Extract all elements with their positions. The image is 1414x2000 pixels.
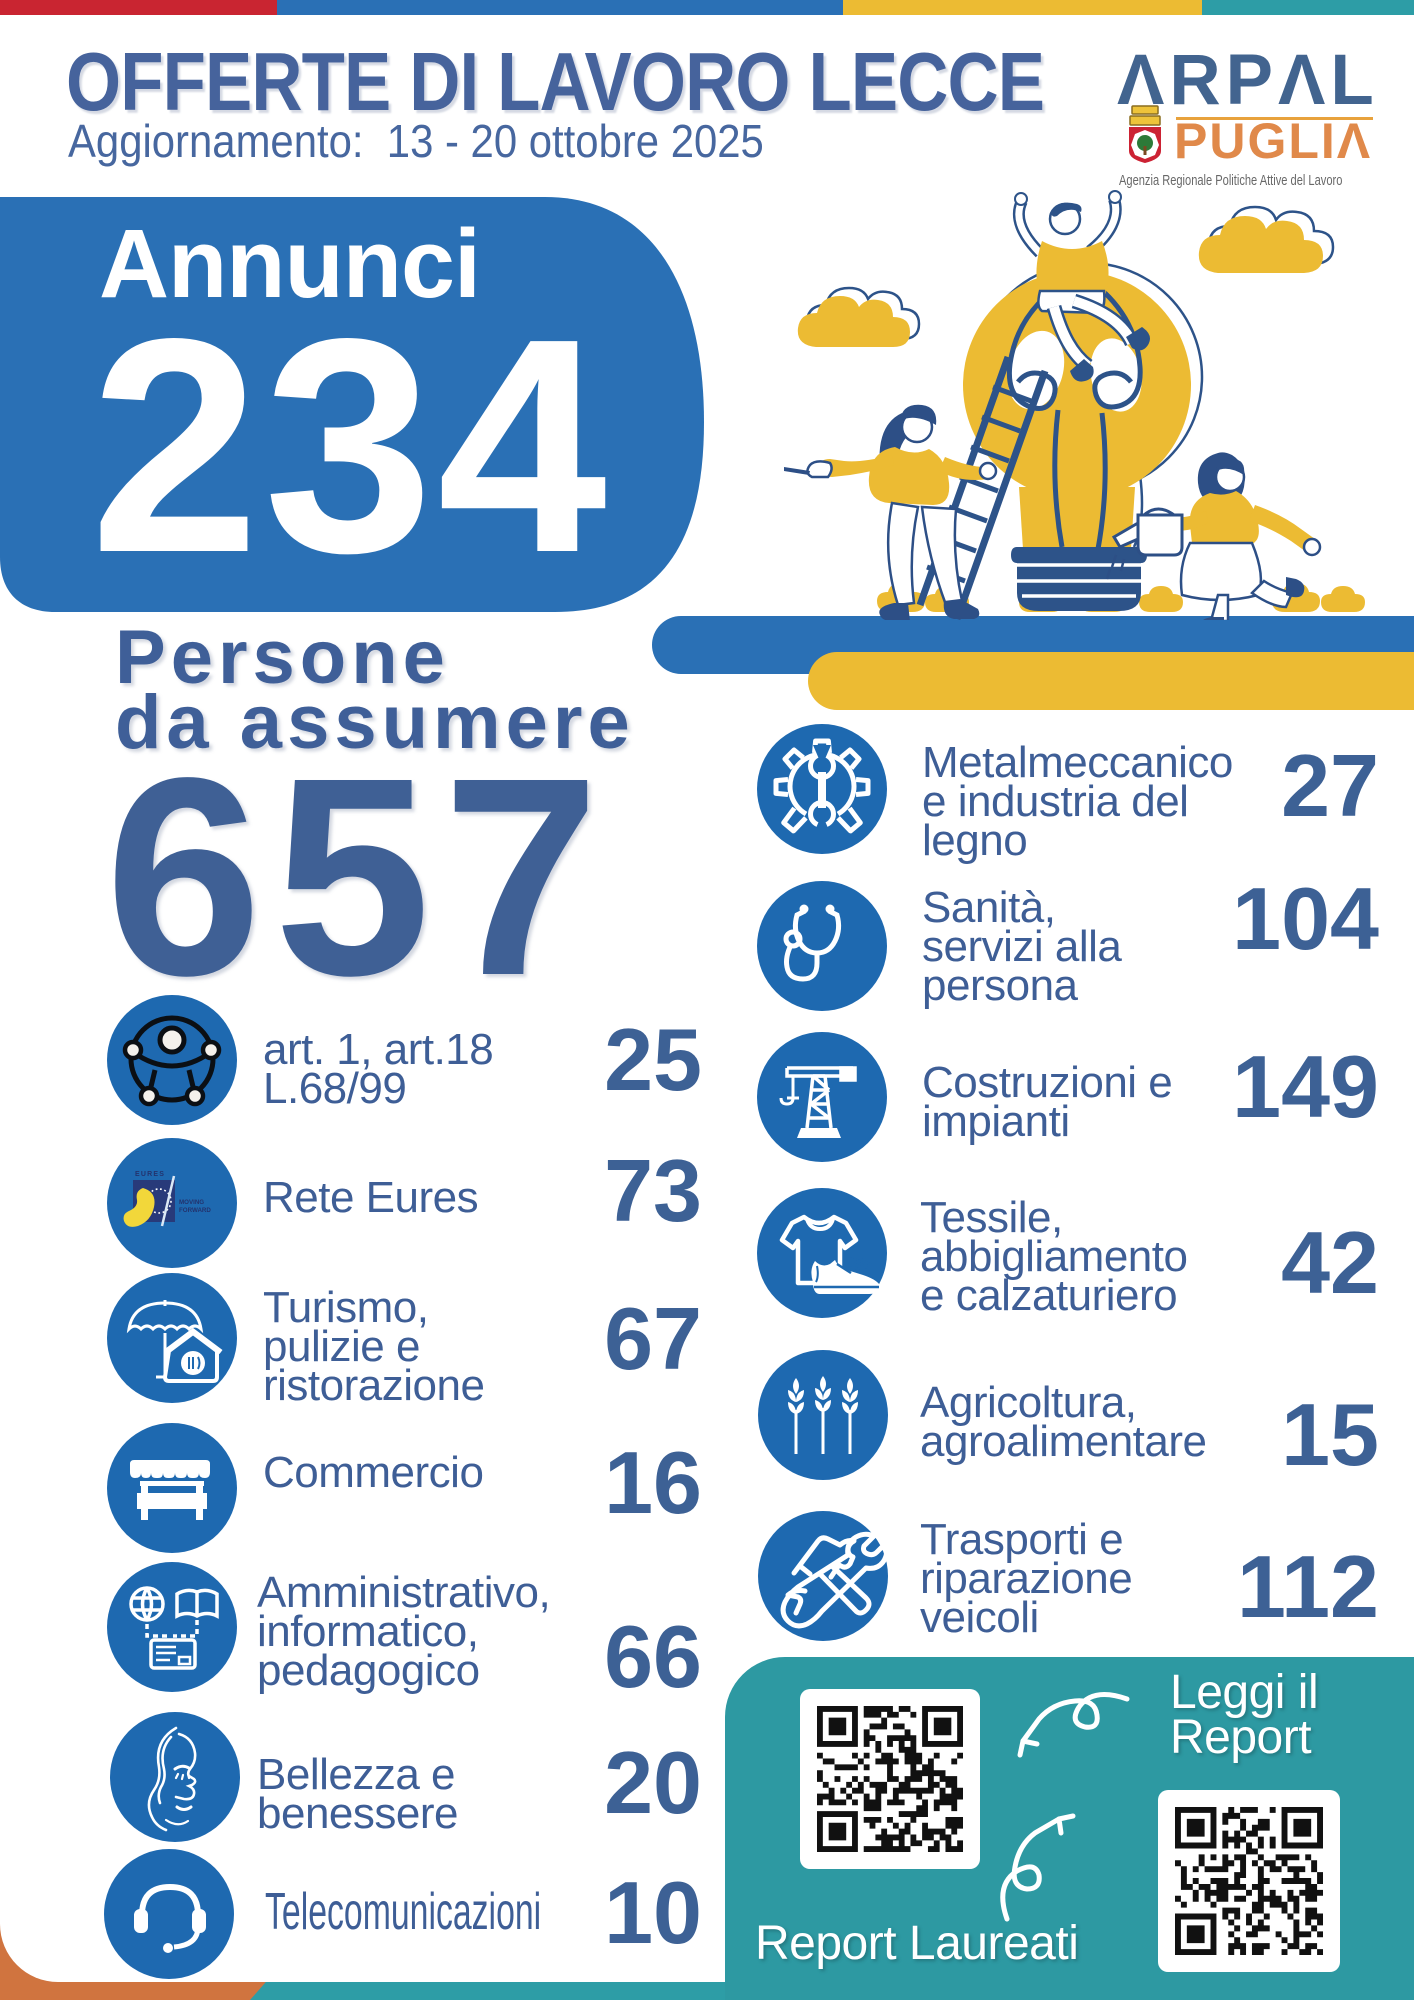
svg-text:FORWARD: FORWARD <box>179 1207 211 1214</box>
svg-text:MOVING: MOVING <box>179 1199 204 1206</box>
svg-text:EURES: EURES <box>135 1171 165 1178</box>
